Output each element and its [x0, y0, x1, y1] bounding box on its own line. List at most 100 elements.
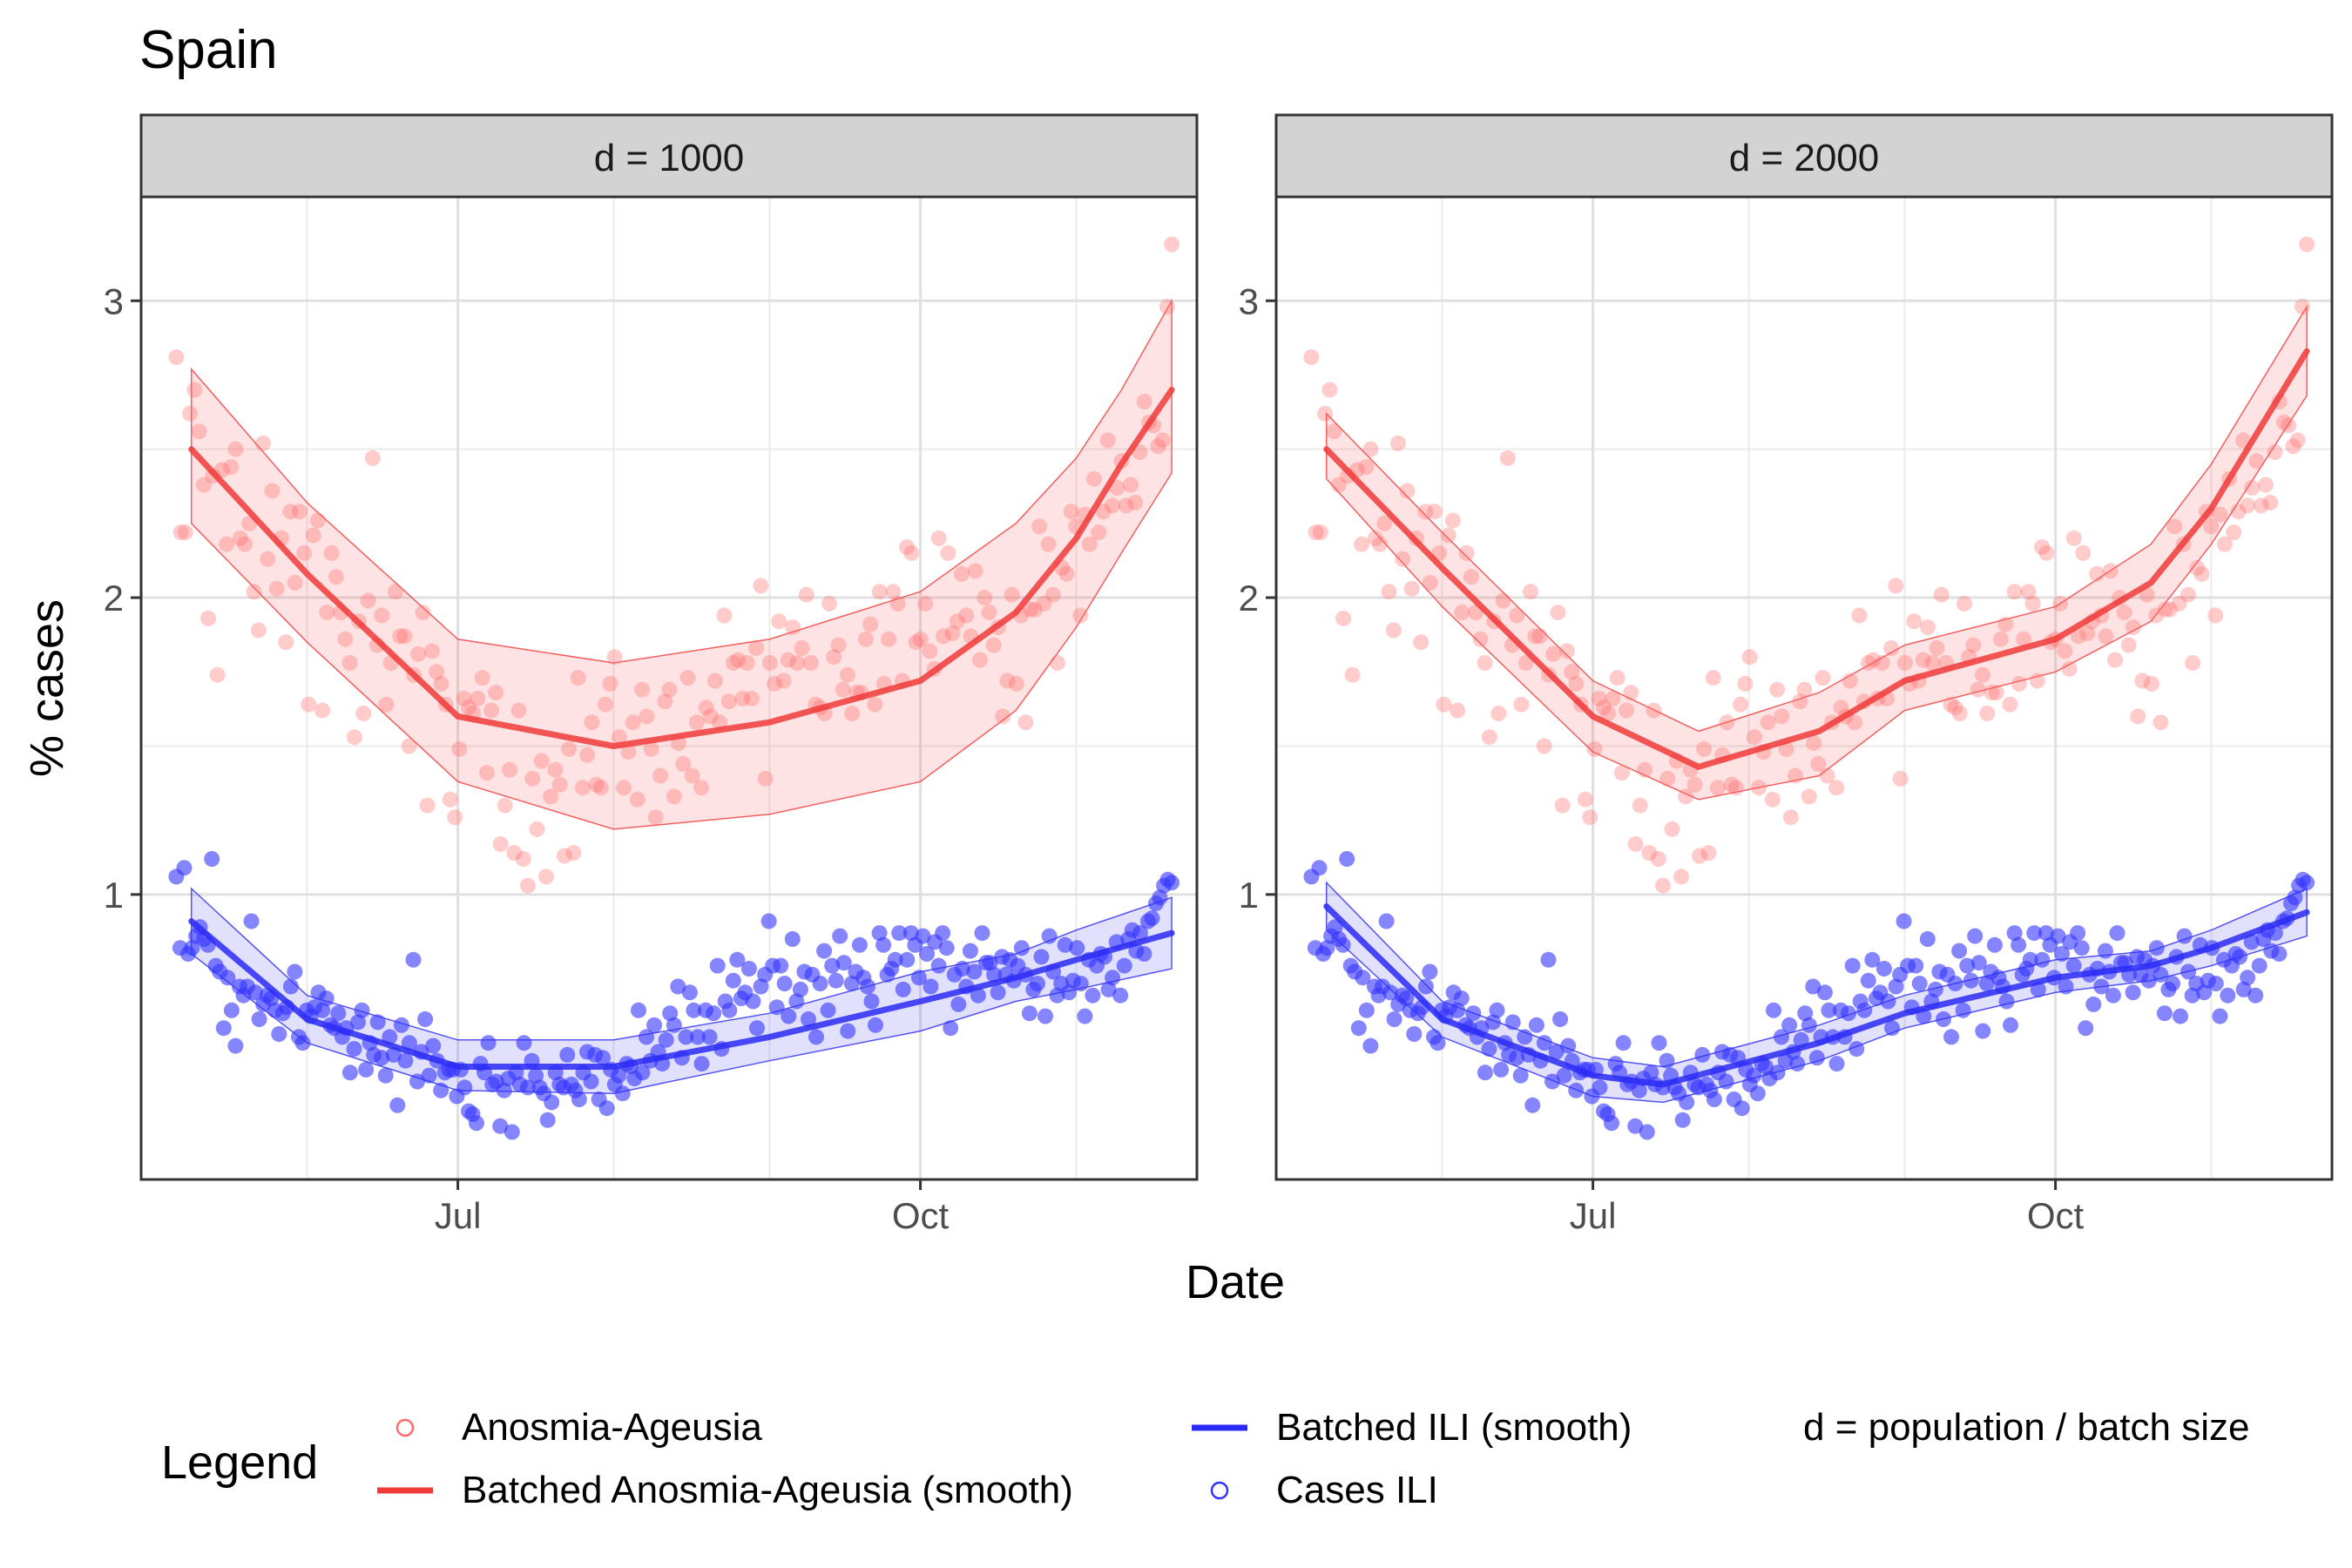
- ili-point: [243, 913, 260, 929]
- anosmia-point: [1613, 765, 1630, 781]
- ili-point: [1679, 1094, 1695, 1111]
- ili-point: [639, 1029, 654, 1045]
- anosmia-point: [798, 586, 814, 603]
- ili-point: [1797, 1005, 1814, 1022]
- anosmia-point: [470, 690, 486, 706]
- y-tick-label: 2: [1239, 578, 1259, 618]
- ili-point: [1339, 851, 1355, 867]
- ili-point: [970, 987, 986, 1004]
- panel-strip-label: d = 2000: [1729, 137, 1880, 179]
- ili-point: [405, 951, 422, 968]
- anosmia-point: [561, 740, 578, 757]
- ili-point: [709, 957, 726, 974]
- ili-point: [1327, 919, 1343, 936]
- anosmia-point: [309, 512, 326, 529]
- ili-point: [2097, 943, 2113, 959]
- anosmia-point: [264, 483, 280, 499]
- anosmia-point: [1664, 821, 1680, 837]
- anosmia-point: [237, 536, 253, 552]
- ili-point: [2011, 936, 2027, 953]
- anosmia-point: [944, 625, 961, 641]
- ili-point: [1112, 987, 1129, 1004]
- anosmia-point: [1951, 706, 1968, 721]
- anosmia-point: [282, 504, 299, 520]
- anosmia-point: [1957, 595, 1972, 612]
- ili-point: [2176, 928, 2193, 944]
- ili-point: [910, 970, 927, 986]
- ili-point: [840, 1023, 856, 1039]
- anosmia-point: [2226, 524, 2242, 541]
- anosmia-point: [2148, 607, 2165, 624]
- ili-point: [2184, 987, 2200, 1004]
- ili-point: [634, 1064, 651, 1081]
- anosmia-point: [698, 700, 714, 716]
- ili-point: [1077, 1008, 1093, 1024]
- ili-point: [871, 925, 888, 942]
- ili-point: [1544, 1073, 1560, 1090]
- ili-point: [1057, 936, 1073, 953]
- anosmia-point: [679, 670, 696, 686]
- ili-point: [1769, 1064, 1786, 1081]
- anosmia-point: [1358, 459, 1375, 476]
- ili-point: [1041, 928, 1058, 944]
- anosmia-point: [1132, 444, 1148, 461]
- y-tick-label: 3: [104, 280, 124, 321]
- ili-point: [2140, 972, 2157, 989]
- ili-point: [571, 1092, 587, 1107]
- ili-point: [887, 951, 903, 968]
- ili-point: [2235, 981, 2252, 997]
- anosmia-point: [478, 765, 495, 781]
- legend-item-label: Anosmia-Ageusia: [462, 1406, 762, 1449]
- ili-point: [1718, 1073, 1734, 1090]
- anosmia-point: [2130, 708, 2146, 725]
- x-tick-label: Oct: [892, 1195, 950, 1236]
- ili-point: [223, 1002, 240, 1018]
- ili-point: [1856, 1002, 1873, 1018]
- ili-point: [721, 1002, 738, 1018]
- anosmia-point: [209, 666, 226, 683]
- anosmia-point: [867, 696, 883, 713]
- ili-point: [1386, 1011, 1402, 1027]
- ili-point: [915, 928, 931, 944]
- anosmia-point: [2002, 696, 2018, 713]
- anosmia-point: [1317, 405, 1334, 422]
- anosmia-point: [789, 655, 806, 671]
- ili-point: [784, 931, 801, 947]
- panel-strip: [139, 113, 1199, 199]
- anosmia-point: [1136, 394, 1152, 410]
- ili-point: [504, 1124, 520, 1140]
- anosmia-point: [734, 690, 751, 706]
- ili-point: [950, 996, 967, 1012]
- smooth-lines: [188, 387, 1175, 1070]
- anosmia-point: [1992, 631, 2009, 647]
- ili-point: [1643, 1064, 1659, 1081]
- ili-point: [1959, 957, 1976, 974]
- ili-point: [828, 972, 844, 989]
- anosmia-point: [305, 527, 321, 544]
- anosmia-point: [1741, 649, 1758, 666]
- anosmia-point: [2125, 619, 2141, 636]
- ili-point: [631, 1002, 646, 1018]
- panel-axes: 1 2 3 Jul Oct: [1239, 280, 2085, 1236]
- ili-point: [1417, 978, 1434, 995]
- anosmia-point: [492, 835, 509, 852]
- ili-point: [1465, 1005, 1482, 1022]
- anosmia-point: [497, 797, 513, 814]
- anosmia-point: [2153, 714, 2169, 731]
- ili-point: [1864, 951, 1881, 968]
- anosmia-point: [930, 530, 947, 546]
- anosmia-point: [429, 664, 445, 680]
- anosmia-point: [1591, 690, 1607, 706]
- ili-point: [919, 946, 935, 962]
- ili-point: [863, 993, 880, 1010]
- ili-point: [943, 1020, 959, 1037]
- anosmia-point: [2134, 672, 2151, 689]
- ili-point: [1116, 957, 1132, 974]
- anosmia-point: [753, 578, 769, 594]
- anosmia-point: [611, 729, 627, 746]
- y-tick-label: 3: [1239, 280, 1259, 321]
- anosmia-point: [1385, 622, 1402, 639]
- anosmia-point: [1692, 848, 1707, 864]
- anosmia-point: [1655, 877, 1671, 894]
- ili-point: [753, 978, 769, 995]
